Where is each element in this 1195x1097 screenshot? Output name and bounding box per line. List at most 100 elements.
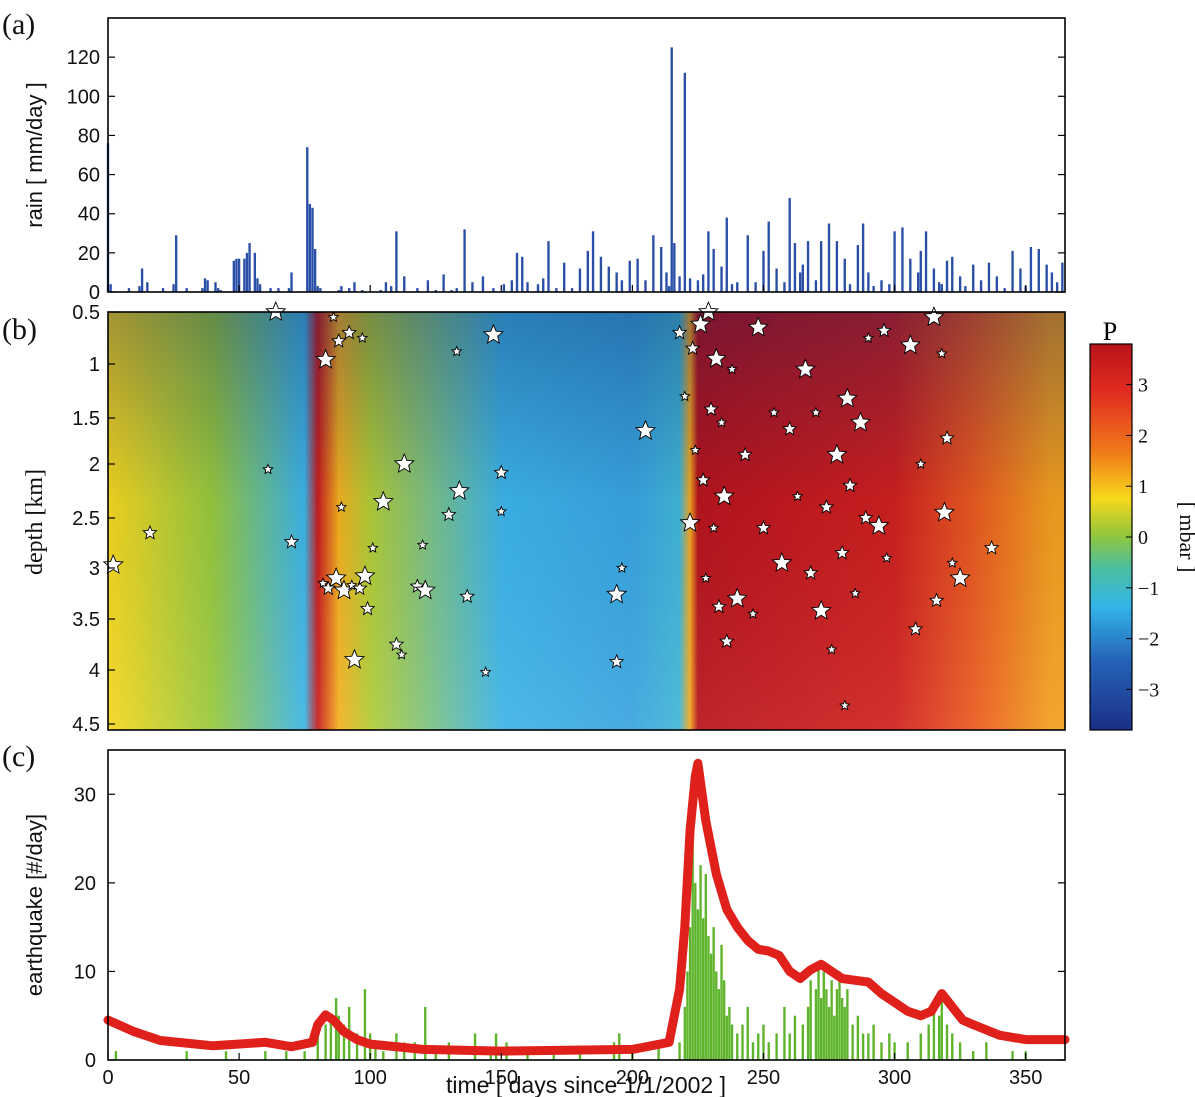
rain-bar: [683, 72, 686, 292]
earthquake-bar: [788, 1033, 791, 1060]
rain-bar: [337, 290, 340, 292]
rain-bars: [106, 47, 1064, 292]
rain-y-tick-label: 120: [67, 47, 100, 69]
earthquake-stars: [102, 300, 1000, 711]
depth-y-tick-label: 2: [89, 454, 100, 476]
earthquake-bar: [355, 1033, 359, 1060]
earthquake-bar: [985, 1042, 988, 1060]
rain-bar: [665, 272, 668, 292]
earthquake-star: [679, 511, 701, 533]
colorbar-tick-label: 2: [1138, 425, 1148, 447]
rain-bar: [644, 280, 647, 292]
earthquake-bar: [709, 953, 713, 1060]
earthquake-star: [265, 300, 287, 322]
rain-bar: [615, 272, 618, 292]
rain-bar: [515, 252, 519, 292]
time-x-tick-label: 150: [485, 1067, 518, 1089]
rain-bar: [620, 280, 624, 292]
rain-bar: [203, 278, 207, 292]
rain-bar: [1055, 282, 1059, 292]
earthquake-bar: [932, 1006, 936, 1060]
rain-bar: [201, 288, 204, 292]
rain-bar: [652, 235, 655, 292]
time-x-tick-label: 350: [1009, 1067, 1042, 1089]
rain-bar: [1037, 248, 1040, 292]
rain-bar: [861, 223, 865, 292]
rain-bar: [964, 286, 967, 292]
earthquake-star: [857, 509, 874, 525]
earthquake-bar: [793, 1015, 797, 1060]
earthquake-star: [343, 648, 366, 669]
rain-bar: [793, 243, 797, 292]
earthquake-star: [983, 539, 1000, 555]
rain-bar: [591, 231, 595, 292]
rain-bar: [696, 280, 700, 292]
time-x-tick-label: 100: [354, 1067, 387, 1089]
rain-bar: [707, 231, 710, 292]
earthquake-star: [826, 443, 848, 464]
earthquake-bar: [324, 1024, 327, 1060]
rain-bar: [290, 272, 293, 292]
rain-bar: [248, 243, 251, 292]
earthquake-bar: [840, 998, 844, 1060]
rain-y-ticks: 0 20 40 60 80 100 120: [67, 47, 1065, 304]
rain-bar: [827, 223, 831, 292]
earthquake-bar: [696, 909, 700, 1060]
earthquake-bar: [329, 1015, 333, 1060]
depth-y-tick-label: 4: [89, 660, 100, 682]
rain-bar: [909, 258, 912, 292]
earthquake-star: [726, 363, 738, 375]
earthquake-bar: [814, 989, 818, 1060]
earthquake-star: [802, 564, 819, 580]
rain-bar: [348, 288, 351, 292]
earthquake-star: [933, 501, 956, 522]
rain-bar: [269, 288, 272, 292]
earthquake-star: [810, 599, 832, 620]
rain-y-tick-label: 0: [89, 282, 100, 304]
pressure-panel: 0.5 1 1.5 2 2.5 3 3.5 4 4.5 depth [km]: [22, 300, 1066, 736]
earthquake-bar: [552, 1051, 555, 1060]
rain-bar: [1050, 272, 1054, 292]
earthquake-bar: [846, 989, 849, 1060]
earthquake-star: [482, 323, 504, 344]
rain-bar: [880, 280, 883, 292]
time-x-ticks: 0 50 100 150 200 250 300 350: [102, 1053, 1042, 1089]
rain-bar: [416, 288, 419, 292]
earthquake-star: [747, 316, 769, 337]
rain-bar: [856, 245, 860, 292]
rain-bar: [1011, 250, 1014, 292]
earthquake-bar: [937, 1015, 941, 1060]
colorbar-tick-label: 3: [1138, 375, 1148, 397]
earthquake-star: [605, 583, 628, 604]
earthquake-star: [388, 636, 405, 652]
rain-bar: [1061, 262, 1064, 292]
earthquake-star: [935, 347, 948, 359]
rain-y-tick-label: 20: [78, 243, 100, 265]
rain-bar: [767, 221, 770, 292]
earthquake-bar: [893, 1042, 896, 1060]
rain-bar: [736, 282, 739, 292]
rain-bar: [308, 203, 312, 292]
colorbar-label: [ mbar ]: [1175, 502, 1195, 573]
rain-bar: [384, 282, 388, 292]
earthquake-star: [448, 479, 470, 501]
rain-bar: [172, 284, 175, 292]
rain-bar: [353, 282, 356, 292]
earthquake-bar: [363, 989, 367, 1060]
rain-bar: [607, 266, 610, 292]
earthquake-bar: [767, 1042, 770, 1060]
rain-bar: [848, 284, 852, 292]
earthquake-star: [707, 521, 720, 533]
rain-bar: [937, 282, 941, 292]
earthquake-star: [825, 643, 838, 655]
earthquake-star: [907, 621, 924, 636]
panel-tag-b: (b): [2, 313, 37, 346]
earthquake-bar: [1011, 1051, 1014, 1060]
rain-bar: [762, 250, 765, 292]
earthquake-star: [608, 653, 625, 669]
earthquake-star: [356, 331, 369, 343]
rain-bar: [389, 286, 393, 292]
earthquake-star: [737, 446, 753, 462]
rain-bar: [720, 266, 723, 292]
earthquake-star: [102, 553, 124, 575]
